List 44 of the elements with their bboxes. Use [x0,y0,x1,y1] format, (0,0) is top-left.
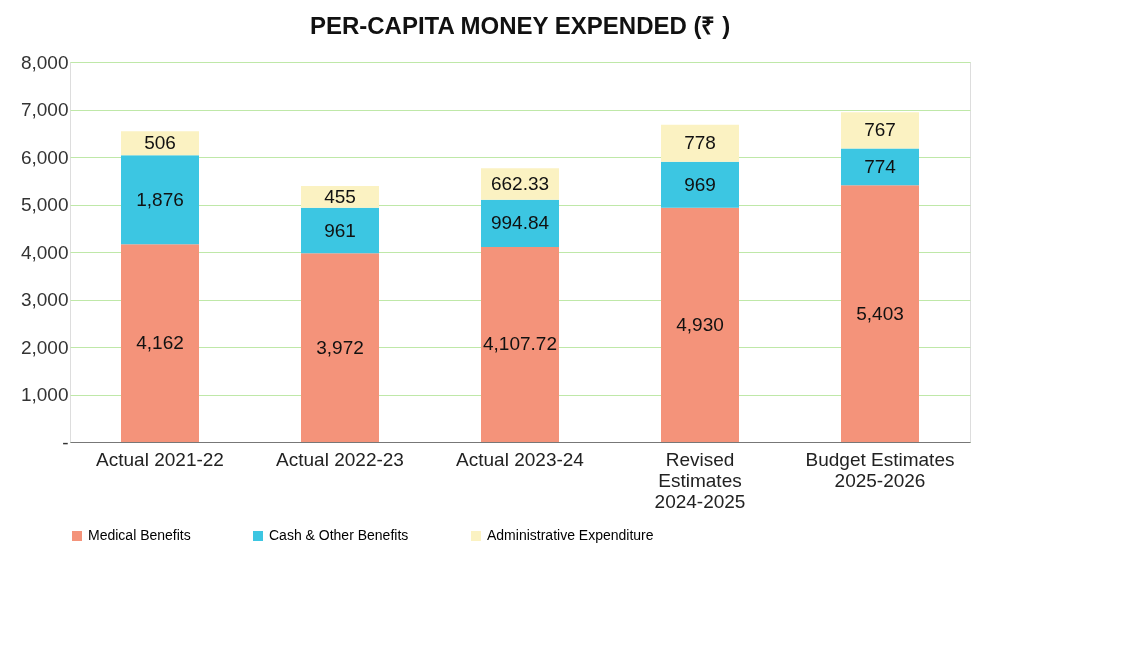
bar [121,244,199,442]
bar [661,207,739,442]
data-label: 767 [864,119,896,141]
data-label: 3,972 [316,336,364,358]
y-tick-label: 1,000 [20,384,69,405]
y-tick-label: 7,000 [20,99,69,120]
data-label: 662.33 [490,172,550,194]
x-tick-label: Revised Estimates 2024-2025 [654,448,746,512]
x-tick-label: Actual 2021-22 [96,448,224,470]
data-label: 1,876 [136,188,184,210]
data-label: 5,403 [856,302,904,324]
data-label: 961 [324,219,356,241]
x-tick-label: Actual 2022-23 [276,448,404,470]
data-label: 969 [684,173,716,195]
data-label: 774 [864,155,897,177]
chart-title: PER-CAPITA MONEY EXPENDED (₹ ) [309,12,731,39]
bar [841,185,919,442]
legend-label: Cash & Other Benefits [269,527,409,543]
data-label: 994.84 [490,212,550,234]
bar [301,207,379,254]
bar [661,161,739,208]
bar [841,148,919,186]
bar [481,246,559,442]
bar [661,124,739,162]
legend-label: Medical Benefits [88,527,191,543]
y-tick-label: 8,000 [20,51,69,73]
bar [301,253,379,442]
data-label: 4,162 [136,332,184,354]
y-tick-label: - [62,431,69,453]
legend-label: Administrative Expenditure [487,527,654,543]
x-tick-label: Budget Estimates 2025-2026 [805,448,955,491]
data-label: 4,930 [676,313,724,335]
x-tick-label: Actual 2023-24 [456,448,585,470]
bar [841,112,919,149]
y-tick-label: 3,000 [20,289,69,310]
y-tick-label: 2,000 [20,336,69,358]
bar [121,155,199,245]
data-label: 506 [144,132,176,154]
data-label: 455 [324,185,356,207]
y-tick-label: 6,000 [20,146,69,168]
data-label: 4,107.72 [483,333,557,355]
data-label: 778 [684,132,716,154]
y-tick-label: 4,000 [20,241,69,263]
y-tick-label: 5,000 [20,194,69,215]
